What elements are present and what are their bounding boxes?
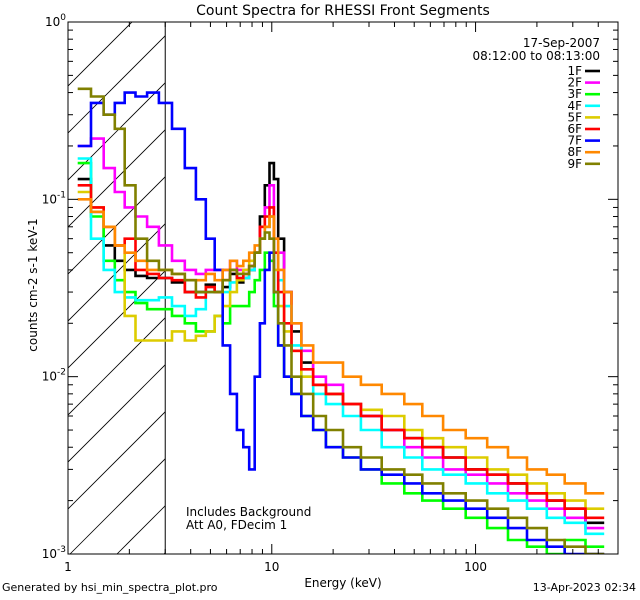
series-line-6F <box>77 184 605 520</box>
generated-by-label: Generated by hsi_min_spectra_plot.pro <box>2 581 218 594</box>
x-axis-label: Energy (keV) <box>304 576 381 590</box>
series-line-9F <box>77 87 605 554</box>
series-line-1F <box>77 161 605 525</box>
legend-label: 3F <box>567 87 582 101</box>
series-line-7F <box>77 91 605 554</box>
y-tick-labels: 100 10-1 10-2 10-3 <box>42 13 67 561</box>
hatch-line <box>68 223 166 322</box>
date-label: 17-Sep-2007 <box>523 36 600 50</box>
legend-label: 7F <box>567 134 582 148</box>
x-tick-label: 1 <box>64 560 72 574</box>
series-line-8F <box>77 198 605 495</box>
x-tick-label: 100 <box>464 560 487 574</box>
x-tick-labels: 1 10 100 <box>64 560 487 574</box>
background-note: Includes Background <box>186 505 311 519</box>
y-tick-label: 10-1 <box>42 190 66 206</box>
hatch-line <box>68 270 166 369</box>
axis-ticks <box>67 21 619 555</box>
legend-label: 1F <box>567 64 582 78</box>
hatch-line <box>68 411 166 510</box>
legend-label: 9F <box>567 157 582 171</box>
hatch-line <box>68 129 166 228</box>
series-line-2F <box>77 137 605 530</box>
series-layer <box>77 87 605 554</box>
legend-label: 5F <box>567 110 582 124</box>
legend-label: 4F <box>567 99 582 113</box>
x-tick-label: 10 <box>264 560 279 574</box>
hatch-line <box>68 82 166 181</box>
timestamp-label: 13-Apr-2023 02:34 <box>532 581 636 594</box>
y-axis-label: counts cm-2 s-1 keV-1 <box>26 218 40 351</box>
chart-title: Count Spectra for RHESSI Front Segments <box>196 3 490 19</box>
y-tick-label: 10-3 <box>42 545 66 561</box>
series-line-5F <box>77 190 605 510</box>
legend-label: 6F <box>567 122 582 136</box>
hatch-line <box>68 22 133 87</box>
time-range-label: 08:12:00 to 08:13:00 <box>473 49 600 63</box>
y-tick-label: 100 <box>45 13 66 29</box>
series-line-3F <box>77 161 605 554</box>
legend-label: 8F <box>567 145 582 159</box>
attenuator-note: Att A0, FDecim 1 <box>186 518 287 532</box>
series-line-4F <box>77 157 605 536</box>
hatch-line <box>69 458 166 554</box>
legend-label: 2F <box>567 76 582 90</box>
y-tick-label: 10-2 <box>42 368 66 384</box>
plot-frame <box>67 21 619 555</box>
